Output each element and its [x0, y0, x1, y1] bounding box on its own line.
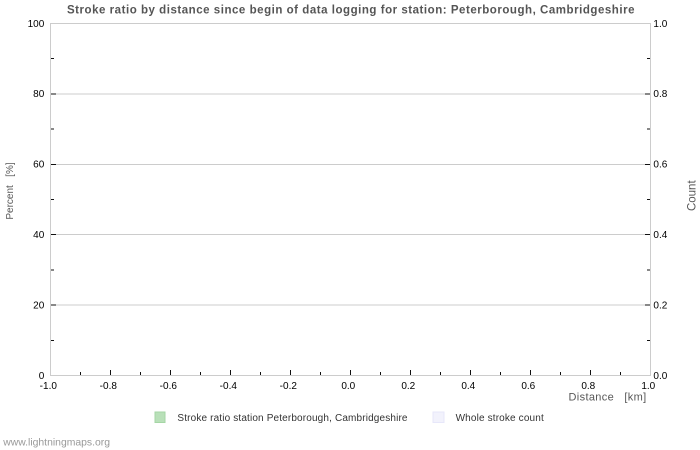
- svg-text:-0.8: -0.8: [100, 381, 118, 392]
- svg-text:Whole stroke count: Whole stroke count: [456, 413, 544, 424]
- svg-text:1.0: 1.0: [641, 381, 655, 392]
- svg-text:0.0: 0.0: [653, 371, 667, 382]
- svg-text:-1.0: -1.0: [40, 381, 58, 392]
- svg-text:Stroke ratio station Peterboro: Stroke ratio station Peterborough, Cambr…: [177, 413, 408, 424]
- svg-text:0.8: 0.8: [653, 89, 667, 100]
- svg-text:100: 100: [28, 19, 45, 30]
- svg-text:0.2: 0.2: [401, 381, 415, 392]
- svg-text:Distance [km]: Distance [km]: [569, 391, 647, 403]
- svg-text:20: 20: [33, 300, 45, 311]
- svg-text:80: 80: [33, 89, 45, 100]
- svg-text:0.8: 0.8: [581, 381, 595, 392]
- svg-text:www.lightningmaps.org: www.lightningmaps.org: [2, 438, 110, 449]
- svg-text:60: 60: [33, 160, 45, 171]
- svg-text:0.0: 0.0: [341, 381, 355, 392]
- svg-text:40: 40: [33, 230, 45, 241]
- svg-text:-0.6: -0.6: [160, 381, 178, 392]
- svg-text:0.4: 0.4: [461, 381, 475, 392]
- svg-text:1.0: 1.0: [653, 19, 667, 30]
- svg-text:-0.2: -0.2: [280, 381, 298, 392]
- svg-text:0: 0: [39, 371, 45, 382]
- svg-text:-0.4: -0.4: [220, 381, 238, 392]
- svg-text:Count: Count: [686, 180, 698, 211]
- svg-text:Percent [%]: Percent [%]: [5, 162, 16, 219]
- svg-text:0.4: 0.4: [653, 230, 667, 241]
- svg-text:0.6: 0.6: [653, 160, 667, 171]
- svg-text:0.2: 0.2: [653, 300, 667, 311]
- svg-text:Stroke ratio by distance since: Stroke ratio by distance since begin of …: [67, 4, 635, 16]
- svg-text:0.6: 0.6: [521, 381, 535, 392]
